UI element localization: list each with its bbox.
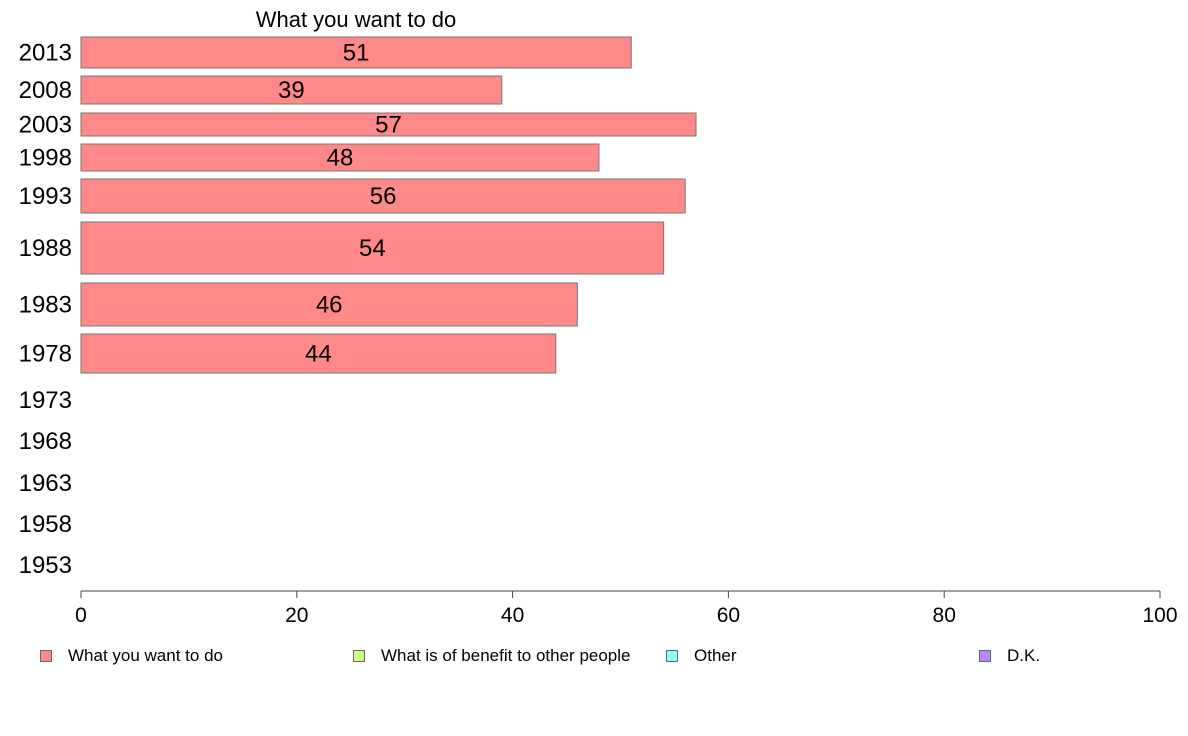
bar-value-label: 46 xyxy=(316,292,343,319)
bar xyxy=(80,75,503,105)
x-tick-label: 100 xyxy=(1142,604,1177,627)
y-tick-label: 1978 xyxy=(19,341,72,368)
bar-value-label: 48 xyxy=(327,145,354,172)
legend-item-what-you-want-to-do: What you want to do xyxy=(40,646,223,666)
legend-label: D.K. xyxy=(1007,646,1041,665)
legend: What you want to do What is of benefit t… xyxy=(0,646,1188,666)
x-tick-label: 20 xyxy=(285,604,308,627)
legend-item-dk: D.K. xyxy=(979,646,1040,666)
y-tick-label: 2013 xyxy=(19,40,72,67)
bar-value-label: 39 xyxy=(278,77,305,104)
y-tick-label: 1998 xyxy=(19,145,72,172)
legend-label: What is of benefit to other people xyxy=(381,646,631,665)
bar xyxy=(80,36,632,69)
x-tick-label: 40 xyxy=(501,604,524,627)
legend-swatch xyxy=(979,650,991,662)
bar-value-label: 51 xyxy=(343,40,370,67)
bar xyxy=(80,143,600,172)
x-axis-ticks: 0 20 40 60 80 100 xyxy=(75,591,1178,627)
x-tick-label: 60 xyxy=(717,604,740,627)
legend-swatch xyxy=(666,650,678,662)
x-tick-label: 0 xyxy=(75,604,87,627)
bar-value-label: 57 xyxy=(375,112,402,139)
legend-swatch xyxy=(40,650,52,662)
bar-value-label: 54 xyxy=(359,235,386,262)
y-tick-label: 1968 xyxy=(19,428,72,455)
bar xyxy=(80,221,665,275)
y-tick-label: 1973 xyxy=(19,387,72,414)
bar xyxy=(80,282,578,327)
chart-title: What you want to do xyxy=(256,7,457,32)
y-axis-labels: 2013 2008 2003 1998 1993 1988 1983 1978 1973 1968… xyxy=(19,40,72,580)
y-tick-label: 2003 xyxy=(19,112,72,139)
bar xyxy=(80,333,557,374)
bar-value-label: 56 xyxy=(370,183,397,210)
legend-item-other: Other xyxy=(666,646,737,666)
y-tick-label: 2008 xyxy=(19,77,72,104)
y-tick-label: 1993 xyxy=(19,183,72,210)
y-tick-label: 1963 xyxy=(19,470,72,497)
bar-value-label: 44 xyxy=(305,341,332,368)
bar xyxy=(80,178,686,214)
legend-label: Other xyxy=(694,646,737,665)
bars-layer: 51 39 57 48 56 54 46 44 xyxy=(80,36,697,374)
y-tick-label: 1983 xyxy=(19,292,72,319)
y-tick-label: 1953 xyxy=(19,552,72,579)
legend-label: What you want to do xyxy=(68,646,223,665)
bar xyxy=(80,112,697,137)
x-tick-label: 80 xyxy=(933,604,956,627)
y-tick-label: 1988 xyxy=(19,235,72,262)
legend-swatch xyxy=(353,650,365,662)
y-tick-label: 1958 xyxy=(19,511,72,538)
legend-item-benefit-to-others: What is of benefit to other people xyxy=(353,646,631,666)
